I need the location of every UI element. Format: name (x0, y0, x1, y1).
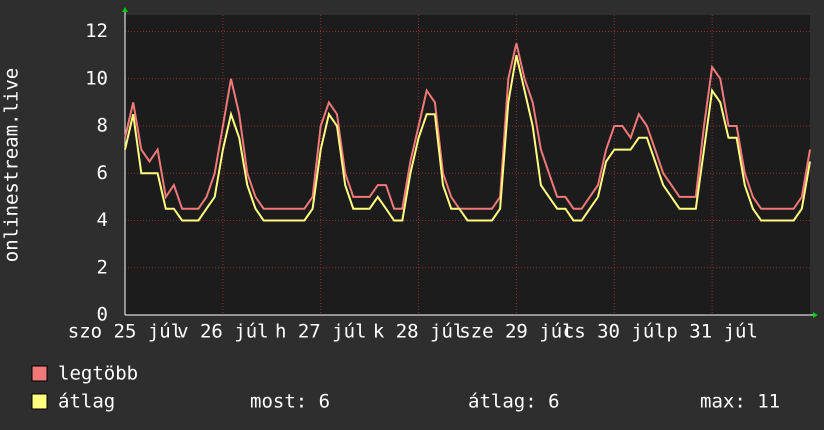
plot-area (125, 15, 810, 315)
series-line (124, 54, 811, 222)
y-tick-label: 6 (97, 162, 108, 184)
y-tick-label: 12 (85, 20, 108, 42)
legend-stat: max: 11 (700, 391, 780, 413)
series-line (124, 43, 811, 210)
y-tick-label: 2 (97, 256, 108, 278)
y-axis-label: onlinestream.live (1, 68, 23, 262)
x-tick-label: cs 30 júl (563, 321, 666, 343)
y-tick-label: 8 (97, 115, 108, 137)
x-tick-label: k 28 júl (373, 321, 465, 343)
legend-stat: átlag: 6 (468, 391, 560, 413)
axis-arrow (813, 312, 818, 318)
x-tick-label: sze 29 júl (459, 321, 573, 343)
legend-label: legtöbb (58, 363, 138, 385)
legend-label: átlag (58, 391, 115, 413)
y-tick-label: 10 (85, 67, 108, 89)
y-tick-label: 0 (97, 304, 108, 326)
legend-swatch (31, 365, 48, 382)
x-tick-label: v 26 júl (177, 321, 269, 343)
y-tick-label: 4 (97, 209, 108, 231)
axis-arrow (122, 7, 128, 12)
x-tick-label: h 27 júl (275, 321, 367, 343)
legend-swatch (31, 393, 48, 410)
x-tick-label: p 31 júl (666, 321, 758, 343)
x-tick-label: szo 25 júl (68, 321, 182, 343)
legend-stat: most: 6 (250, 391, 330, 413)
